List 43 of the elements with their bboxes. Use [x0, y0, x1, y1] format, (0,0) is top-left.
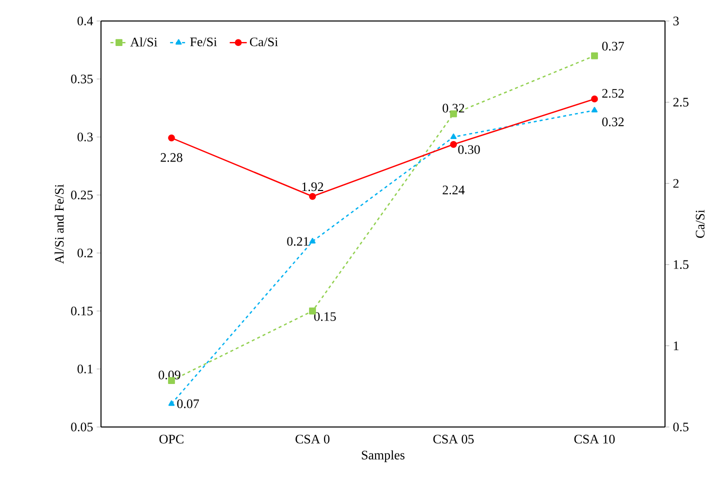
data-label: 0.30	[458, 145, 480, 154]
point	[309, 238, 316, 244]
y2-tick-label: 2.5	[673, 98, 688, 107]
data-label: 0.21	[287, 237, 309, 246]
y-tick-label: 0.1	[78, 364, 92, 374]
point	[450, 134, 457, 140]
data-label: 0.07	[177, 399, 199, 408]
point	[168, 134, 175, 142]
x-tick-label: OPC	[159, 434, 184, 444]
y2-tick-label: 1.5	[674, 260, 688, 269]
y-tick-label: 0.4	[78, 16, 94, 26]
point	[309, 192, 316, 200]
data-label: 2.52	[602, 88, 624, 98]
legend-label: Al/Si	[130, 37, 158, 46]
y-tick-label: 0.3	[78, 132, 93, 142]
y-tick-label: 0.05	[71, 422, 93, 432]
y2-tick-label: 0.5	[673, 422, 688, 432]
data-label: 1.92	[302, 182, 324, 192]
point	[168, 400, 175, 406]
y2-axis-title: Ca/Si	[696, 210, 705, 238]
point	[591, 106, 598, 112]
data-label: 2.28	[160, 153, 182, 162]
x-tick-label: CSA 05	[433, 434, 474, 444]
point	[591, 52, 598, 60]
x-axis-title: Samples	[362, 450, 404, 462]
y-tick-label: 0.35	[71, 74, 93, 84]
legend-label: Fe/Si	[190, 38, 217, 46]
y-tick-label: 0.15	[71, 306, 93, 316]
data-label: 0.32	[602, 118, 624, 126]
y-tick-label: 0.2	[78, 248, 93, 258]
x-tick-label: CSA 0	[296, 434, 330, 444]
y-axis-title: Al/Si and Fe/Si	[54, 184, 64, 264]
point	[450, 140, 457, 148]
y-tick-label: 0.25	[71, 190, 93, 200]
point	[591, 96, 598, 102]
y2-tick-label: 3	[673, 16, 679, 26]
y2-tick-label: 1	[674, 342, 678, 350]
data-label: 0.37	[602, 42, 624, 51]
x-tick-label: CSA 10	[574, 434, 615, 444]
data-label: 0.15	[314, 312, 336, 321]
data-label: 2.24	[442, 186, 465, 194]
legend-label: Ca/Si	[250, 38, 278, 46]
y2-tick-label: 2	[673, 179, 679, 188]
